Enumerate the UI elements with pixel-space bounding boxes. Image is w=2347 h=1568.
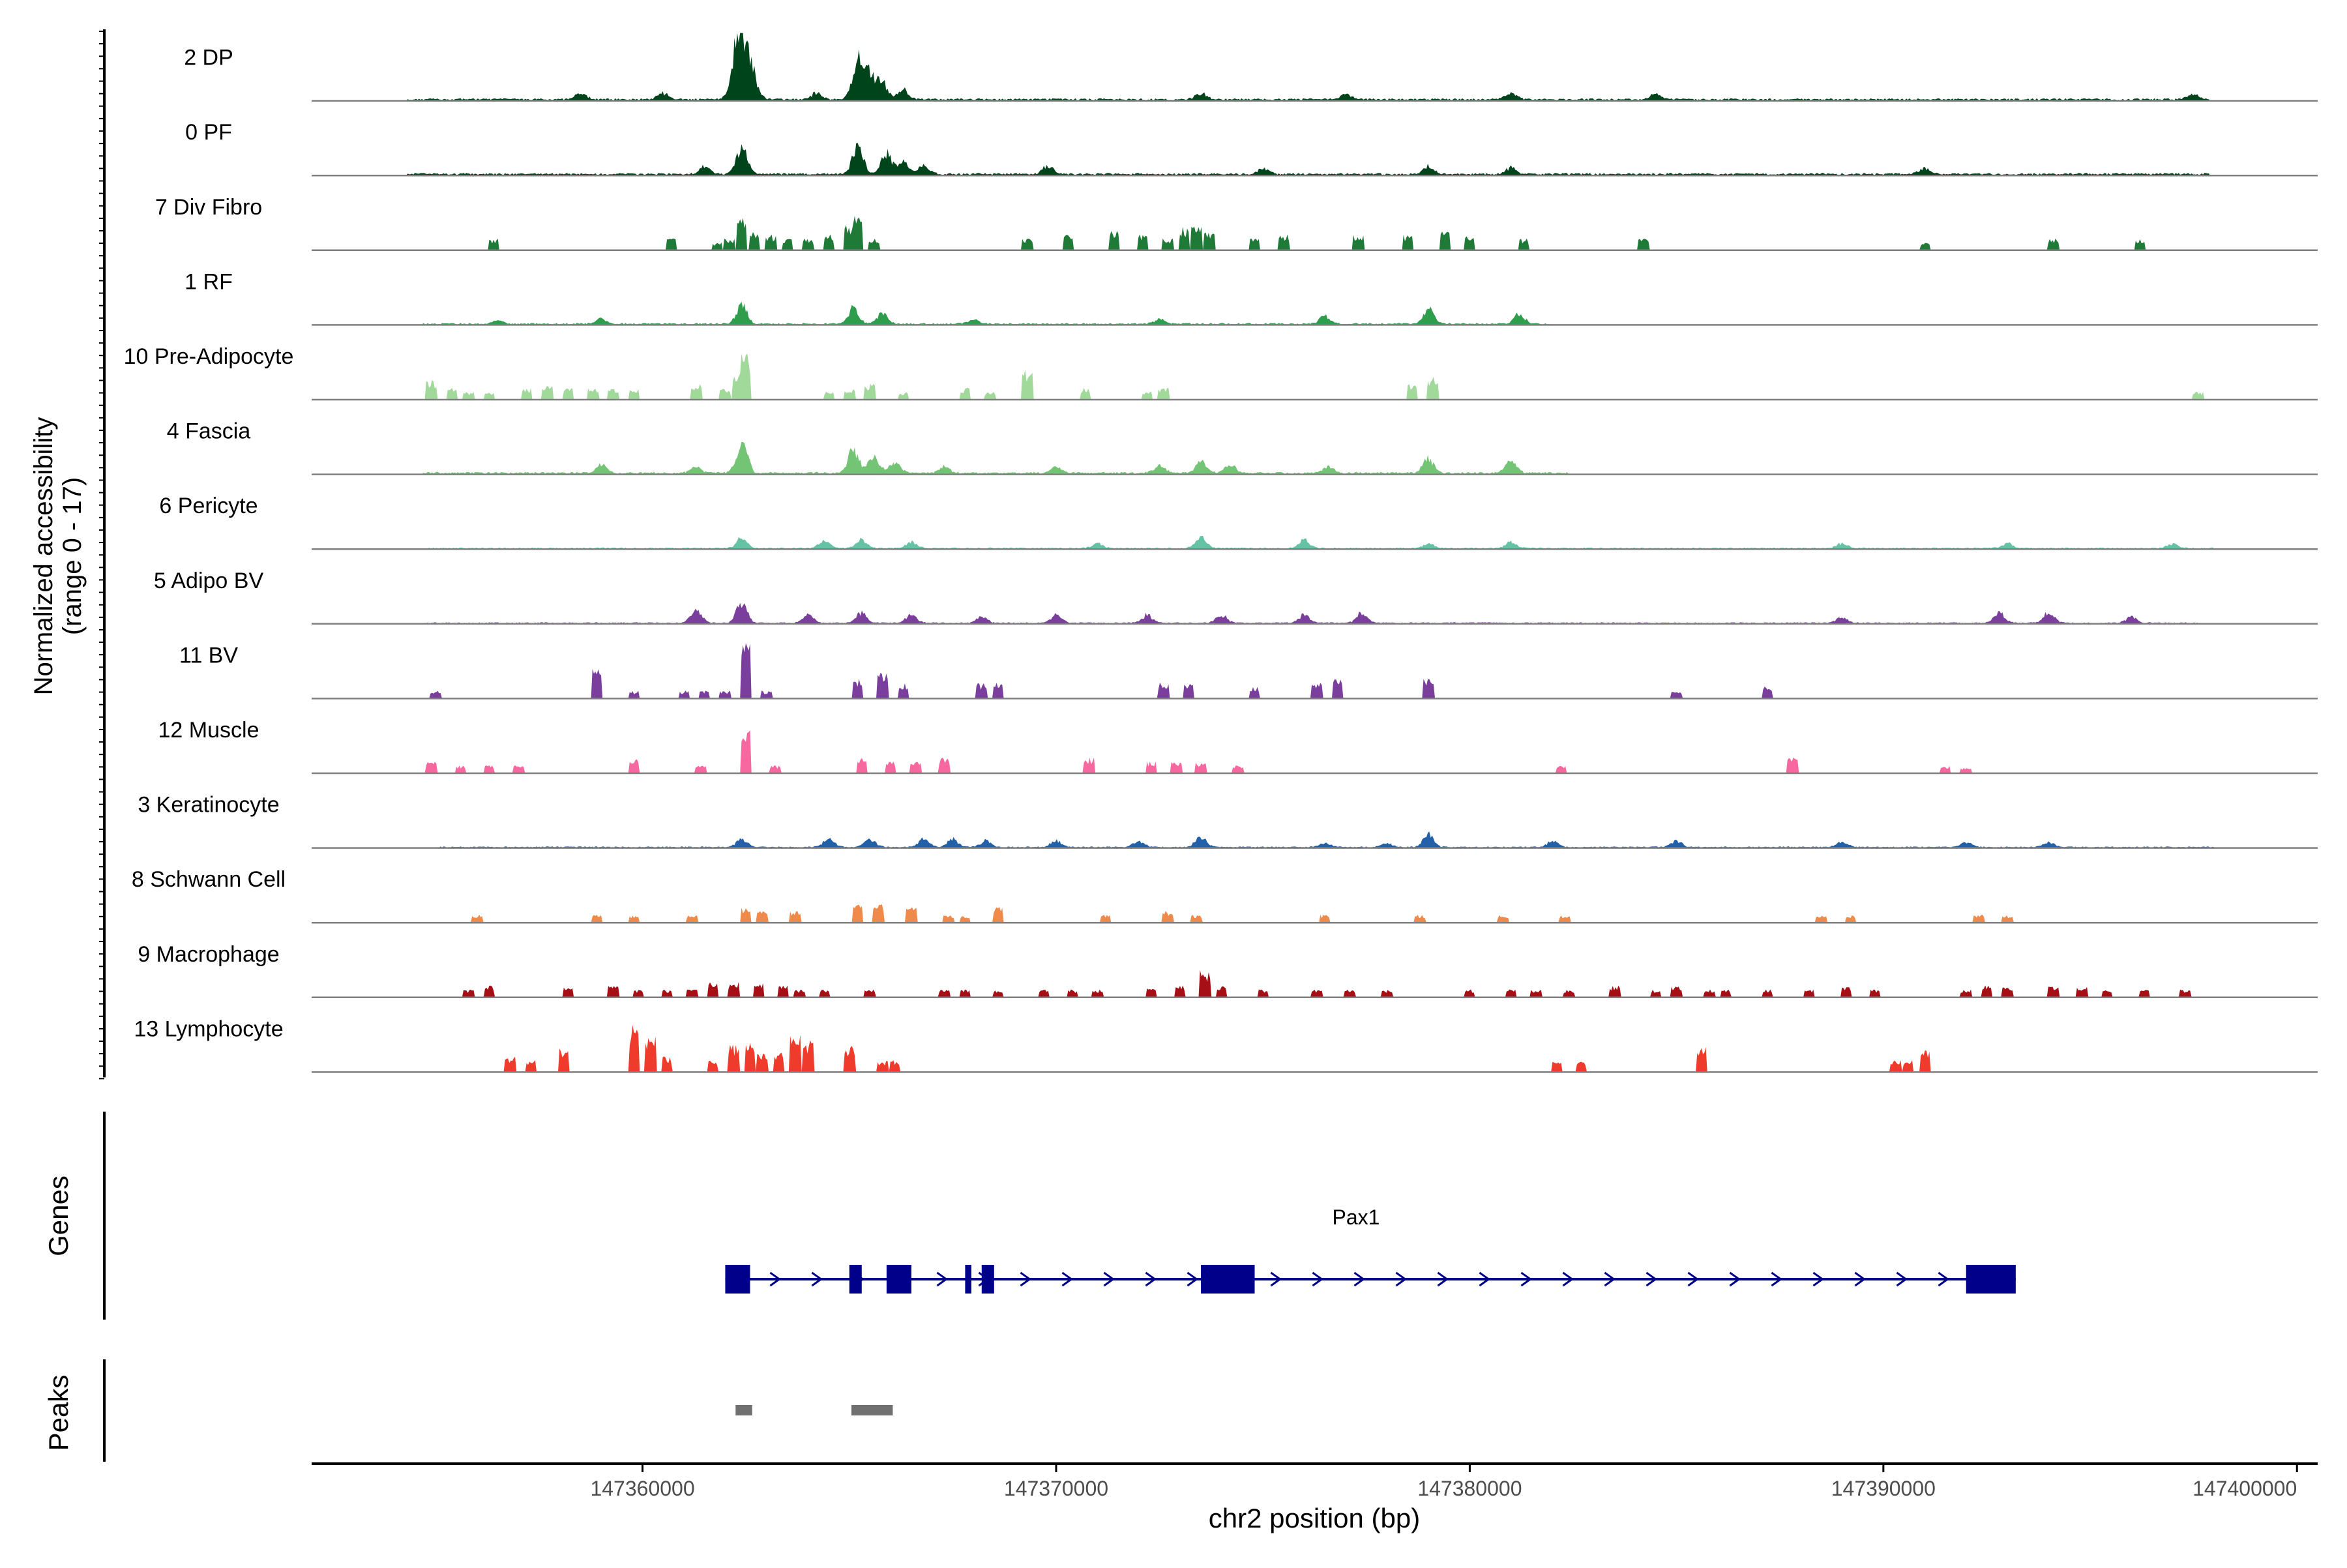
gene-exon xyxy=(886,1265,911,1294)
coverage-area xyxy=(312,730,2318,773)
coverage-area xyxy=(312,143,2318,176)
strand-arrow-icon xyxy=(1646,1271,1658,1287)
strand-arrow-icon xyxy=(1103,1271,1115,1287)
track-label: 0 PF xyxy=(185,120,232,145)
strand-arrow-icon xyxy=(1395,1271,1408,1287)
x-axis: 147360000 147370000 147380000 147390000 1474… xyxy=(312,1462,2318,1500)
strand-arrow-icon xyxy=(1020,1271,1032,1287)
track-label: 11 BV xyxy=(179,643,238,668)
coverage-area xyxy=(312,1025,2318,1072)
track-label: 7 Div Fibro xyxy=(155,195,262,220)
track-label: 9 Macrophage xyxy=(138,942,279,967)
strand-arrow-icon xyxy=(1604,1271,1616,1287)
track-label: 4 Fascia xyxy=(167,419,251,444)
x-axis-title: chr2 position (bp) xyxy=(1209,1503,1421,1533)
strand-arrow-icon xyxy=(1437,1271,1449,1287)
gene-track: Pax1 xyxy=(103,1112,2016,1320)
x-tick-label: 147370000 xyxy=(1004,1477,1108,1500)
track-label: 1 RF xyxy=(185,269,233,294)
strand-arrow-icon xyxy=(1312,1271,1324,1287)
coverage-area xyxy=(312,602,2318,624)
track-2: 0 PF xyxy=(185,120,2318,177)
coverage-area xyxy=(312,831,2318,848)
track-label: 3 Keratinocyte xyxy=(138,793,279,818)
strand-arrow-icon xyxy=(1520,1271,1533,1287)
coverage-area xyxy=(312,441,2318,475)
y-axis-title: Normalized accessibility xyxy=(29,417,58,696)
gene-name-label: Pax1 xyxy=(1333,1206,1380,1229)
coverage-area xyxy=(312,216,2318,250)
track-4: 1 RF xyxy=(185,269,2318,326)
track-label: 8 Schwann Cell xyxy=(132,867,286,892)
coverage-area xyxy=(312,33,2318,101)
strand-arrow-icon xyxy=(1145,1271,1157,1287)
x-tick-label: 147360000 xyxy=(590,1477,694,1500)
track-3: 7 Div Fibro xyxy=(155,195,2318,252)
gene-exon xyxy=(725,1265,750,1294)
gene-exon xyxy=(1966,1265,2016,1294)
strand-arrow-icon xyxy=(1771,1271,1783,1287)
x-tick-label: 147390000 xyxy=(1831,1477,1936,1500)
gene-exon xyxy=(849,1265,862,1294)
gene-exon xyxy=(981,1265,994,1294)
track-11: 3 Keratinocyte xyxy=(138,793,2318,849)
track-13: 9 Macrophage xyxy=(138,942,2318,999)
peak-region xyxy=(851,1405,893,1415)
track-7: 6 Pericyte xyxy=(159,494,2318,550)
track-1: 2 DP xyxy=(184,33,2318,102)
coverage-area xyxy=(312,904,2318,923)
tracks-layer: 2 DP 0 PF 7 Div Fibro 1 RF 10 Pre-Adipocyte 4… xyxy=(124,33,2318,1073)
coverage-area xyxy=(312,969,2318,998)
strand-arrow-icon xyxy=(769,1271,782,1287)
track-label: 10 Pre-Adipocyte xyxy=(124,344,294,369)
track-6: 4 Fascia xyxy=(167,419,2318,475)
strand-arrow-icon xyxy=(1061,1271,1074,1287)
track-label: 2 DP xyxy=(184,46,233,70)
track-label: 6 Pericyte xyxy=(159,494,258,518)
strand-arrow-icon xyxy=(1854,1271,1867,1287)
strand-arrow-icon xyxy=(1562,1271,1574,1287)
strand-arrow-icon xyxy=(1353,1271,1366,1287)
strand-arrow-icon xyxy=(1812,1271,1825,1287)
y-axis-range-label: (range 0 - 17) xyxy=(58,477,87,635)
gene-exon xyxy=(965,1265,971,1294)
track-8: 5 Adipo BV xyxy=(154,569,2318,625)
track-label: 13 Lymphocyte xyxy=(134,1016,283,1041)
coverage-area xyxy=(312,353,2318,400)
strand-arrow-icon xyxy=(1270,1271,1282,1287)
x-tick-label: 147400000 xyxy=(2192,1477,2297,1500)
coverage-area xyxy=(312,301,2318,325)
track-14: 13 Lymphocyte xyxy=(134,1016,2318,1073)
track-9: 11 BV xyxy=(179,643,2318,700)
strand-arrow-icon xyxy=(936,1271,949,1287)
track-label: 12 Muscle xyxy=(158,718,259,743)
strand-arrow-icon xyxy=(1687,1271,1700,1287)
strand-arrow-icon xyxy=(811,1271,823,1287)
coverage-area xyxy=(312,643,2318,699)
strand-arrow-icon xyxy=(1896,1271,1908,1287)
genes-panel-label: Genes xyxy=(43,1176,74,1256)
strand-arrow-icon xyxy=(1729,1271,1741,1287)
axis-layer: Normalized accessibility (range 0 - 17) … xyxy=(29,29,1420,1533)
peaks-panel-label: Peaks xyxy=(43,1375,74,1451)
peak-region-track xyxy=(103,1359,893,1462)
track-10: 12 Muscle xyxy=(158,718,2318,775)
track-label: 5 Adipo BV xyxy=(154,569,264,593)
strand-arrow-icon xyxy=(1938,1271,1950,1287)
strand-arrow-icon xyxy=(1479,1271,1491,1287)
strand-arrow-icon xyxy=(1187,1271,1199,1287)
gene-exon xyxy=(1201,1265,1255,1294)
peak-region xyxy=(735,1405,752,1415)
track-5: 10 Pre-Adipocyte xyxy=(124,344,2318,401)
coverage-area xyxy=(312,535,2318,550)
x-tick-label: 147380000 xyxy=(1417,1477,1522,1500)
track-12: 8 Schwann Cell xyxy=(132,867,2318,924)
